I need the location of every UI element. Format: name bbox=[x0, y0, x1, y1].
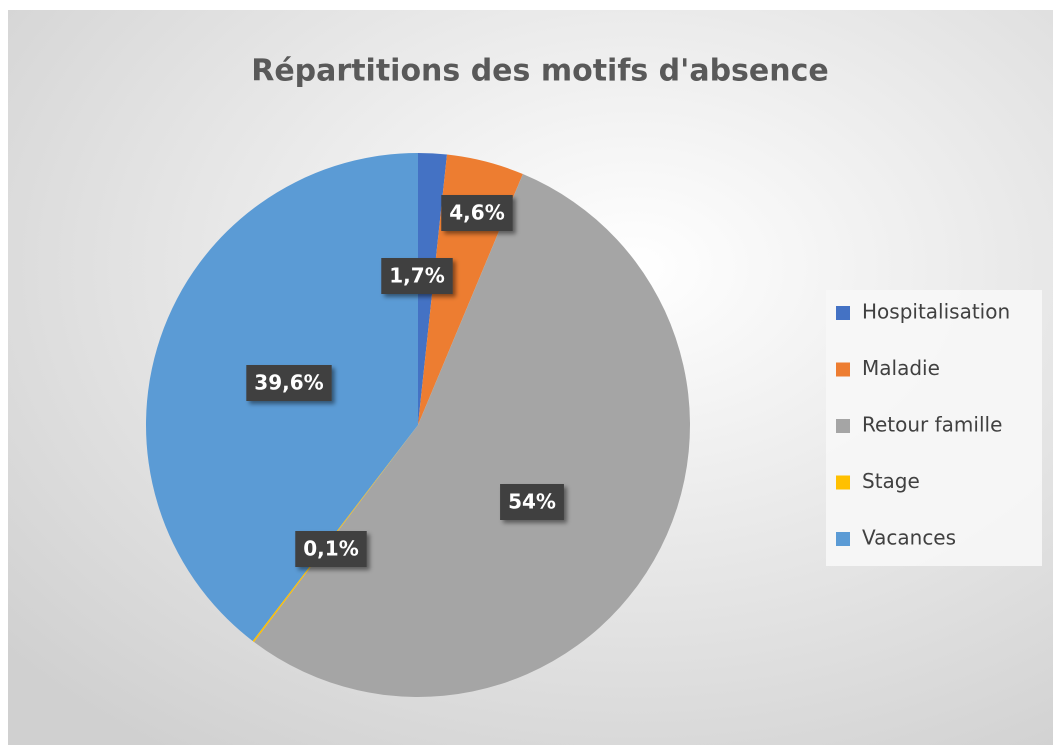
legend-swatch bbox=[836, 532, 850, 546]
data-label: 4,6% bbox=[449, 201, 504, 225]
chart-title: Répartitions des motifs d'absence bbox=[251, 54, 829, 89]
data-label-box bbox=[381, 258, 453, 294]
legend-box bbox=[826, 290, 1042, 566]
legend-swatch bbox=[836, 362, 850, 377]
data-label-box bbox=[295, 531, 367, 567]
data-label: 39,6% bbox=[254, 371, 323, 395]
legend-swatch bbox=[836, 475, 850, 490]
data-label-box bbox=[246, 365, 332, 401]
data-label-box bbox=[441, 195, 513, 231]
data-label: 1,7% bbox=[389, 264, 444, 288]
legend-swatch bbox=[836, 419, 850, 433]
legend-label: Hospitalisation bbox=[862, 300, 1010, 324]
legend-label: Stage bbox=[862, 469, 920, 493]
legend-label: Retour famille bbox=[862, 413, 1002, 437]
legend-swatch bbox=[836, 306, 850, 320]
legend-label: Maladie bbox=[862, 356, 940, 380]
legend-label: Vacances bbox=[862, 526, 956, 550]
data-label-box bbox=[500, 484, 564, 520]
data-label: 54% bbox=[508, 490, 556, 514]
data-label: 0,1% bbox=[303, 537, 358, 561]
